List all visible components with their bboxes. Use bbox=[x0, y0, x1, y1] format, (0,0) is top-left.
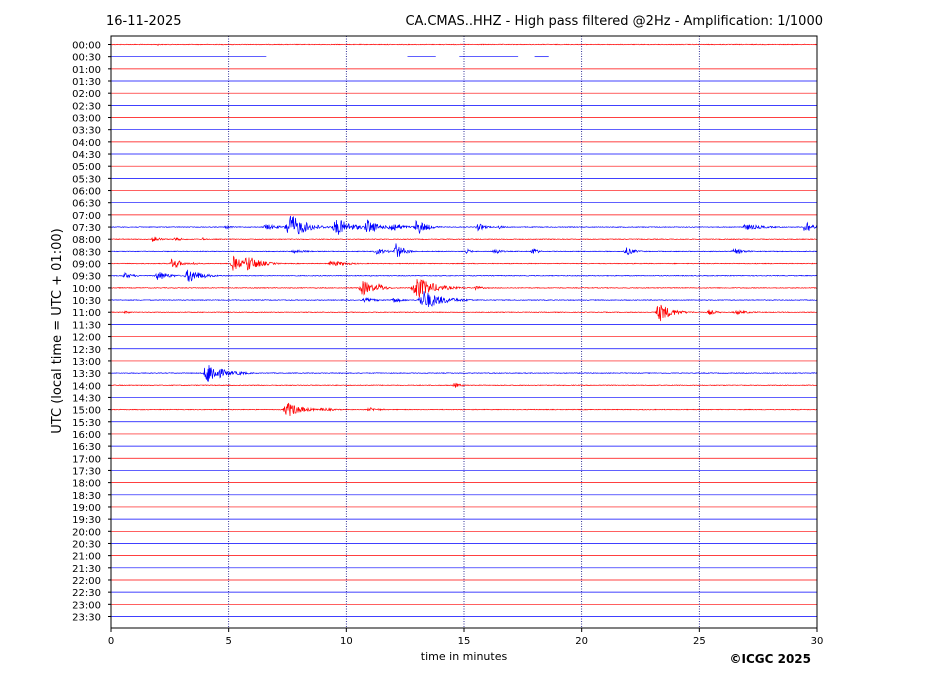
row-label: 11:30 bbox=[72, 320, 101, 331]
row-label: 12:00 bbox=[72, 333, 101, 344]
row-label: 09:00 bbox=[72, 260, 101, 271]
row-label: 21:00 bbox=[72, 552, 101, 563]
row-label: 02:30 bbox=[72, 101, 101, 112]
seismic-trace-0930 bbox=[110, 269, 818, 282]
row-label: 17:30 bbox=[72, 466, 101, 477]
row-label: 18:30 bbox=[72, 491, 101, 502]
row-label: 01:00 bbox=[72, 65, 101, 76]
x-axis-ticks: 0 5 10 15 20 25 30 bbox=[108, 628, 824, 647]
seismic-trace-1400 bbox=[110, 382, 818, 388]
row-label: 22:30 bbox=[72, 588, 101, 599]
row-label: 02:00 bbox=[72, 89, 101, 100]
row-label: 07:00 bbox=[72, 211, 101, 222]
row-label: 09:30 bbox=[72, 272, 101, 283]
x-tick-label: 5 bbox=[225, 636, 231, 647]
x-tick-label: 10 bbox=[340, 636, 353, 647]
row-label: 07:30 bbox=[72, 223, 101, 234]
x-axis-label: time in minutes bbox=[421, 650, 508, 663]
y-axis-label: UTC (local time = UTC + 01:00) bbox=[50, 228, 65, 433]
seismic-trace-0830 bbox=[110, 243, 818, 257]
row-label: 08:30 bbox=[72, 247, 101, 258]
row-label: 00:00 bbox=[72, 41, 101, 52]
row-label: 01:30 bbox=[72, 77, 101, 88]
x-tick-label: 0 bbox=[108, 636, 114, 647]
row-label: 16:00 bbox=[72, 430, 101, 441]
row-label: 10:30 bbox=[72, 296, 101, 307]
x-tick-label: 15 bbox=[458, 636, 471, 647]
row-label: 21:30 bbox=[72, 564, 101, 575]
seismic-trace-1000 bbox=[110, 279, 818, 298]
seismic-trace-0730 bbox=[110, 215, 818, 235]
row-label: 05:00 bbox=[72, 162, 101, 173]
row-label: 13:30 bbox=[72, 369, 101, 380]
row-label: 22:00 bbox=[72, 576, 101, 587]
row-label: 12:30 bbox=[72, 345, 101, 356]
row-label: 23:00 bbox=[72, 600, 101, 611]
copyright-label: ©ICGC 2025 bbox=[729, 652, 811, 666]
row-label: 00:30 bbox=[72, 53, 101, 64]
seismic-trace-1030 bbox=[110, 291, 818, 307]
x-tick-label: 30 bbox=[811, 636, 824, 647]
row-label: 03:30 bbox=[72, 126, 101, 137]
row-label: 06:30 bbox=[72, 199, 101, 210]
row-label: 20:00 bbox=[72, 527, 101, 538]
row-label: 15:30 bbox=[72, 418, 101, 429]
row-label: 06:00 bbox=[72, 187, 101, 198]
row-label: 05:30 bbox=[72, 174, 101, 185]
x-tick-label: 25 bbox=[693, 636, 706, 647]
x-tick-label: 20 bbox=[575, 636, 588, 647]
chart-title: CA.CMAS..HHZ - High pass filtered @2Hz -… bbox=[405, 14, 823, 29]
row-label: 10:00 bbox=[72, 284, 101, 295]
row-label: 16:30 bbox=[72, 442, 101, 453]
row-label: 15:00 bbox=[72, 406, 101, 417]
date-label: 16-11-2025 bbox=[106, 14, 182, 29]
row-label: 20:30 bbox=[72, 539, 101, 550]
row-label: 13:00 bbox=[72, 357, 101, 368]
row-label: 04:30 bbox=[72, 150, 101, 161]
row-label: 23:30 bbox=[72, 612, 101, 623]
row-label: 14:30 bbox=[72, 393, 101, 404]
row-label: 08:00 bbox=[72, 235, 101, 246]
row-label: 17:00 bbox=[72, 454, 101, 465]
row-label: 14:00 bbox=[72, 381, 101, 392]
row-label: 18:00 bbox=[72, 479, 101, 490]
row-label: 19:30 bbox=[72, 515, 101, 526]
row-label: 03:00 bbox=[72, 114, 101, 125]
row-label: 19:00 bbox=[72, 503, 101, 514]
seismic-trace-1100 bbox=[110, 304, 818, 322]
seismic-traces bbox=[110, 43, 818, 617]
row-label: 11:00 bbox=[72, 308, 101, 319]
row-label: 04:00 bbox=[72, 138, 101, 149]
time-gridlines bbox=[228, 36, 700, 628]
